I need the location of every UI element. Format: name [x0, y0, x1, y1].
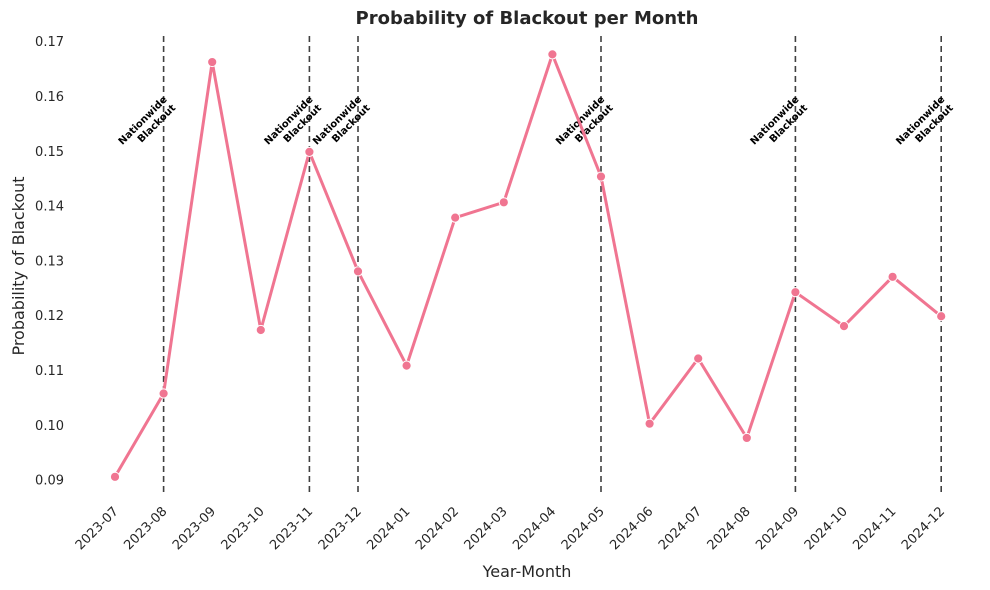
series-line: [113, 52, 943, 479]
data-point-2023-08: [158, 388, 169, 399]
y-axis-ticks: 0.09 0.10 0.11 0.12 0.13 0.14 0.15 0.16 0.17: [35, 35, 64, 488]
x-axis-ticks: 2023-07 2023-08 2023-09 2023-10 2023-11 2023-…: [73, 504, 948, 553]
x-tick-label: 2024-10: [802, 504, 851, 553]
y-tick-label: 0.17: [35, 35, 64, 50]
event-label-2024-09: NationwideBlackout: [749, 94, 811, 156]
event-label-2024-05: NationwideBlackout: [554, 94, 616, 156]
event-label-2023-08: NationwideBlackout: [117, 94, 179, 156]
data-point-2024-08: [741, 432, 752, 444]
data-point-2023-10: [255, 324, 266, 336]
y-tick-label: 0.11: [35, 364, 64, 379]
y-tick-label: 0.16: [35, 90, 64, 105]
x-tick-label: 2024-01: [364, 504, 413, 553]
data-point-2024-05: [595, 171, 607, 182]
x-tick-label: 2024-06: [607, 504, 656, 553]
data-point-2024-06: [644, 418, 655, 429]
x-tick-label: 2023-07: [73, 504, 122, 553]
x-tick-label: 2024-07: [656, 504, 705, 553]
data-point-2023-11: [304, 146, 315, 158]
x-tick-label: 2024-11: [850, 504, 899, 553]
y-tick-label: 0.12: [35, 309, 64, 324]
data-point-2024-11: [887, 271, 898, 282]
data-point-2024-03: [498, 197, 509, 208]
y-tick-label: 0.15: [35, 145, 64, 160]
x-tick-label: 2024-05: [559, 504, 608, 553]
x-tick-label: 2024-02: [413, 504, 462, 553]
x-tick-label: 2023-08: [121, 504, 170, 553]
data-point-2024-01: [401, 360, 412, 371]
data-point-2023-07: [109, 471, 121, 482]
y-tick-label: 0.14: [35, 200, 64, 215]
data-points: [109, 49, 947, 482]
series-line-group: [113, 52, 943, 479]
x-tick-label: 2024-03: [462, 504, 511, 553]
x-tick-label: 2024-08: [705, 504, 754, 553]
data-point-2023-12: [352, 266, 364, 277]
x-tick-label: 2024-09: [753, 504, 802, 553]
y-axis-label: Probability of Blackout: [9, 176, 28, 355]
data-point-2024-02: [450, 212, 461, 223]
y-tick-label: 0.10: [35, 419, 64, 434]
data-point-2023-09: [207, 56, 218, 68]
event-label-2023-11: NationwideBlackout: [263, 94, 325, 156]
chart-title: Probability of Blackout per Month: [356, 8, 699, 29]
data-point-2024-07: [693, 353, 704, 364]
y-tick-label: 0.09: [35, 474, 64, 489]
data-point-2024-12: [936, 311, 947, 322]
data-point-2024-09: [790, 287, 801, 298]
y-tick-label: 0.13: [35, 254, 64, 269]
x-tick-label: 2023-12: [316, 504, 365, 553]
x-tick-label: 2024-04: [510, 504, 559, 553]
event-label-2023-12: NationwideBlackout: [311, 94, 373, 156]
x-tick-label: 2023-10: [219, 504, 268, 553]
data-point-2024-10: [838, 321, 850, 332]
x-tick-label: 2023-09: [170, 504, 219, 553]
x-axis-label: Year-Month: [482, 562, 572, 581]
event-label-2024-12: NationwideBlackout: [894, 94, 956, 156]
data-point-2024-04: [547, 49, 558, 60]
x-tick-label: 2023-11: [267, 504, 316, 553]
x-tick-label: 2024-12: [899, 504, 948, 553]
